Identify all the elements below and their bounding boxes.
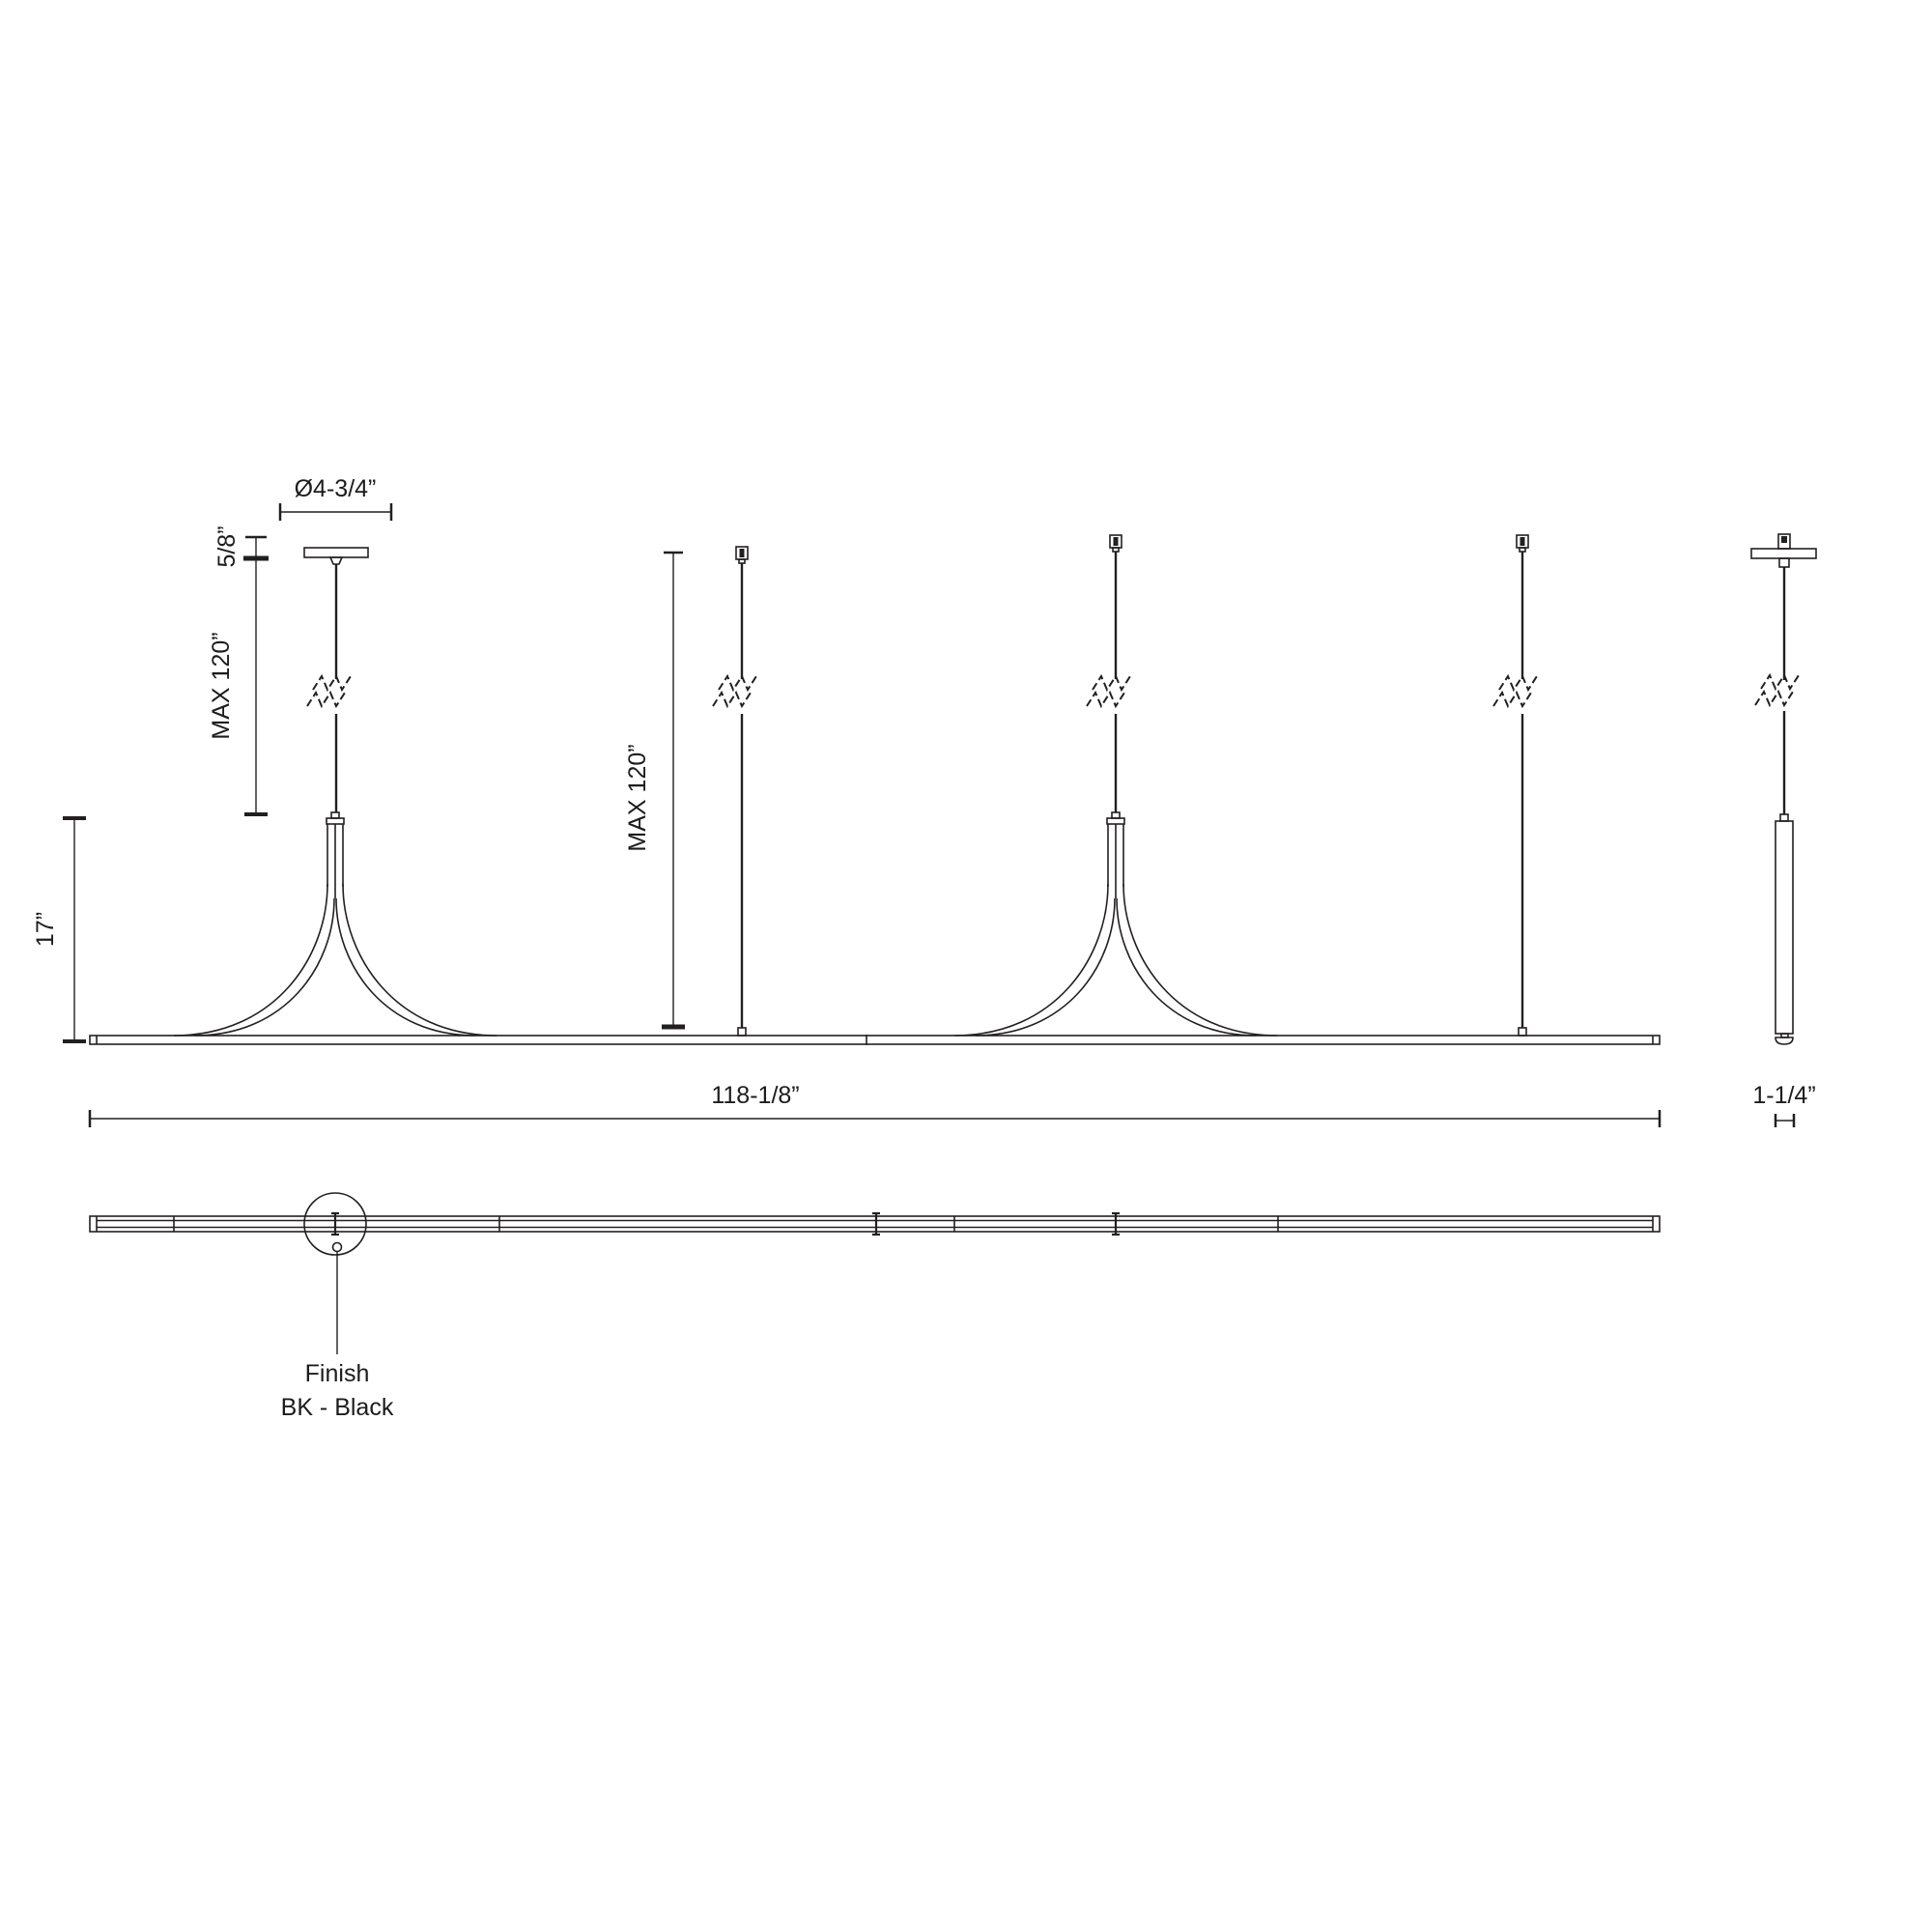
suspension-canopy — [173, 547, 497, 1037]
cable-break-icon — [1086, 675, 1131, 707]
bar-connector-joint — [331, 1211, 339, 1236]
cable-gripper-icon — [735, 546, 749, 564]
trumpet-arm — [173, 811, 497, 1037]
tube-top-fitting — [1779, 813, 1789, 822]
max-drop-center-label: MAX 120” — [624, 744, 651, 851]
dim-side-width: 1-1/4” — [1752, 1082, 1816, 1127]
light-bar — [89, 1035, 1661, 1045]
cable-break-icon — [306, 675, 352, 707]
side-width-label: 1-1/4” — [1752, 1082, 1815, 1109]
cable-foot — [737, 1027, 747, 1037]
canopy-diameter-label: Ø4-3/4” — [295, 475, 377, 502]
body-height-label: 17” — [32, 912, 59, 947]
dim-max-drop-center: MAX 120” — [624, 551, 685, 1030]
canopy-height-label: 5/8” — [213, 526, 241, 567]
finish-callout: Finish BK - Black — [281, 1252, 394, 1421]
suspension-trumpet-2 — [953, 534, 1278, 1037]
cable-break-icon — [1754, 674, 1800, 706]
finish-title: Finish — [305, 1360, 370, 1387]
bar-connector-joint — [872, 1211, 880, 1236]
suspension-rod-4 — [1492, 534, 1538, 1037]
canopy-circle — [303, 1192, 367, 1256]
trumpet-arm — [953, 811, 1278, 1037]
finish-value: BK - Black — [281, 1394, 394, 1421]
front-view: Ø4-3/4” 5/8” MAX 120” 17” MAX 120” — [32, 475, 1662, 1127]
dim-body-height: 17” — [32, 816, 86, 1043]
bottom-cap — [1775, 1037, 1794, 1045]
plan-view: Finish BK - Black — [89, 1192, 1661, 1421]
cable-break-icon — [712, 675, 757, 707]
bar-connector-joint — [1112, 1211, 1120, 1236]
canopy — [303, 547, 369, 558]
cable-gripper-icon — [1516, 534, 1529, 553]
cable-break-icon — [1492, 675, 1538, 707]
ceiling-fitting-core — [1781, 536, 1787, 543]
dim-canopy-diameter: Ø4-3/4” — [278, 475, 393, 521]
overall-length-label: 118-1/8” — [711, 1082, 799, 1109]
dim-canopy-height: 5/8” — [213, 526, 269, 816]
suspension-rod-2 — [712, 546, 757, 1037]
bar-end-profile — [1775, 820, 1794, 1035]
canopy-stem — [328, 556, 344, 565]
max-drop-left-label: MAX 120” — [208, 632, 235, 739]
canopy-side — [1750, 548, 1817, 559]
dim-max-drop-left: MAX 120” — [208, 632, 235, 739]
cable-foot — [1518, 1027, 1527, 1037]
plan-bar — [89, 1215, 1661, 1233]
wire-hole — [331, 1241, 343, 1253]
side-view: 1-1/4” — [1750, 533, 1817, 1127]
dim-overall-length: 118-1/8” — [88, 1082, 1662, 1127]
cable-gripper-icon — [1109, 534, 1122, 553]
canopy-stem — [1778, 557, 1790, 568]
